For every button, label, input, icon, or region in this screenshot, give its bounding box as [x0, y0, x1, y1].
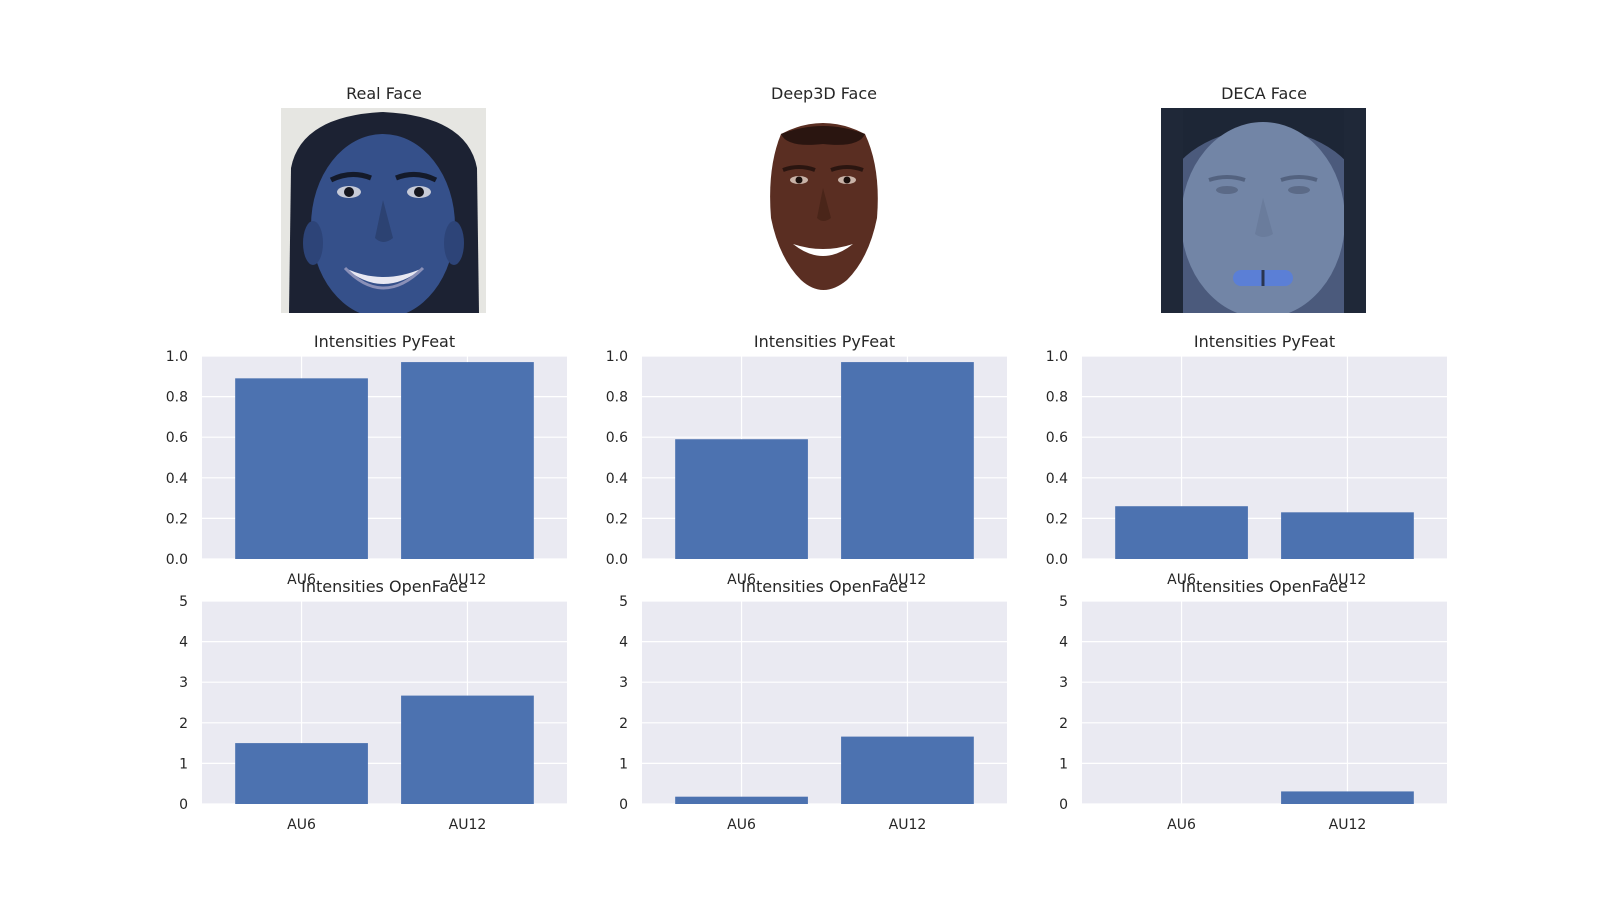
y-tick-label: 5 — [1059, 594, 1068, 610]
chart-4: 0 1 2 3 4 5 AU6 AU12 Intensities OpenFace — [179, 577, 567, 833]
y-tick-label: 0.8 — [166, 390, 188, 406]
deca-face-title: DECA Face — [1221, 84, 1307, 103]
y-tick-label: 1.0 — [166, 349, 188, 365]
y-tick-label: 0.4 — [166, 471, 188, 487]
real-face-image — [281, 108, 486, 313]
y-tick-label: 1.0 — [1046, 349, 1068, 365]
x-tick-label: AU6 — [727, 572, 756, 588]
x-tick-label: AU12 — [889, 572, 927, 588]
y-tick-label: 0.2 — [1046, 511, 1068, 527]
chart-6: 0 1 2 3 4 5 AU6 AU12 Intensities OpenFace — [1059, 577, 1447, 833]
x-tick-label: AU6 — [287, 817, 316, 833]
y-tick-label: 0 — [619, 797, 628, 813]
x-tick-label: AU6 — [1167, 572, 1196, 588]
x-tick-label: AU12 — [889, 817, 927, 833]
y-tick-label: 1 — [179, 756, 188, 772]
y-tick-label: 1 — [1059, 756, 1068, 772]
x-tick-label: AU12 — [1329, 572, 1367, 588]
deep3d-face-title: Deep3D Face — [771, 84, 877, 103]
y-tick-label: 0.8 — [606, 390, 628, 406]
x-tick-label: AU12 — [449, 572, 487, 588]
y-tick-label: 3 — [619, 675, 628, 691]
bar-au12 — [1281, 791, 1414, 804]
y-tick-label: 4 — [179, 635, 188, 651]
y-tick-label: 1.0 — [606, 349, 628, 365]
y-tick-label: 4 — [1059, 635, 1068, 651]
y-tick-label: 0.4 — [606, 471, 628, 487]
chart-title: Intensities PyFeat — [1194, 332, 1335, 351]
bar-au6 — [235, 743, 368, 804]
chart-3: 0.0 0.2 0.4 0.6 0.8 1.0 AU6 AU12 Intensities PyF… — [1046, 332, 1447, 588]
chart-2: 0.0 0.2 0.4 0.6 0.8 1.0 AU6 AU12 Intensities PyF… — [606, 332, 1007, 588]
bar-au6 — [675, 439, 808, 559]
y-tick-label: 3 — [1059, 675, 1068, 691]
y-tick-label: 0.4 — [1046, 471, 1068, 487]
y-tick-label: 0.2 — [166, 511, 188, 527]
x-tick-label: AU6 — [727, 817, 756, 833]
chart-title: Intensities PyFeat — [754, 332, 895, 351]
y-tick-label: 0.0 — [606, 552, 628, 568]
y-tick-label: 0.0 — [166, 552, 188, 568]
y-tick-label: 0.6 — [166, 430, 188, 446]
y-tick-label: 3 — [179, 675, 188, 691]
x-tick-label: AU6 — [287, 572, 316, 588]
y-tick-label: 4 — [619, 635, 628, 651]
chart-5: 0 1 2 3 4 5 AU6 AU12 Intensities OpenFace — [619, 577, 1007, 833]
bar-au6 — [1115, 506, 1248, 559]
y-tick-label: 2 — [619, 716, 628, 732]
x-tick-label: AU12 — [449, 817, 487, 833]
bar-au12 — [841, 362, 974, 559]
chart-1: 0.0 0.2 0.4 0.6 0.8 1.0 AU6 AU12 Intensities PyF… — [166, 332, 567, 588]
chart-title: Intensities OpenFace — [1181, 577, 1348, 596]
y-tick-label: 0 — [179, 797, 188, 813]
x-tick-label: AU6 — [1167, 817, 1196, 833]
y-tick-label: 0.6 — [606, 430, 628, 446]
chart-title: Intensities OpenFace — [301, 577, 468, 596]
y-tick-label: 1 — [619, 756, 628, 772]
bar-au12 — [841, 736, 974, 804]
bar-au12 — [401, 362, 534, 559]
y-tick-label: 5 — [619, 594, 628, 610]
y-tick-label: 0.2 — [606, 511, 628, 527]
y-tick-label: 0.8 — [1046, 390, 1068, 406]
bar-au6 — [235, 378, 368, 559]
real-face-title: Real Face — [346, 84, 422, 103]
deca-face-image — [1161, 108, 1366, 313]
bar-au6 — [675, 796, 808, 804]
x-tick-label: AU12 — [1329, 817, 1367, 833]
chart-title: Intensities PyFeat — [314, 332, 455, 351]
plot-area — [1082, 601, 1447, 804]
y-tick-label: 0.0 — [1046, 552, 1068, 568]
y-tick-label: 0 — [1059, 797, 1068, 813]
chart-title: Intensities OpenFace — [741, 577, 908, 596]
y-tick-label: 2 — [179, 716, 188, 732]
y-tick-label: 0.6 — [1046, 430, 1068, 446]
deep3d-face-image — [721, 108, 926, 313]
y-tick-label: 5 — [179, 594, 188, 610]
bar-au12 — [401, 695, 534, 804]
bar-au12 — [1281, 512, 1414, 559]
y-tick-label: 2 — [1059, 716, 1068, 732]
